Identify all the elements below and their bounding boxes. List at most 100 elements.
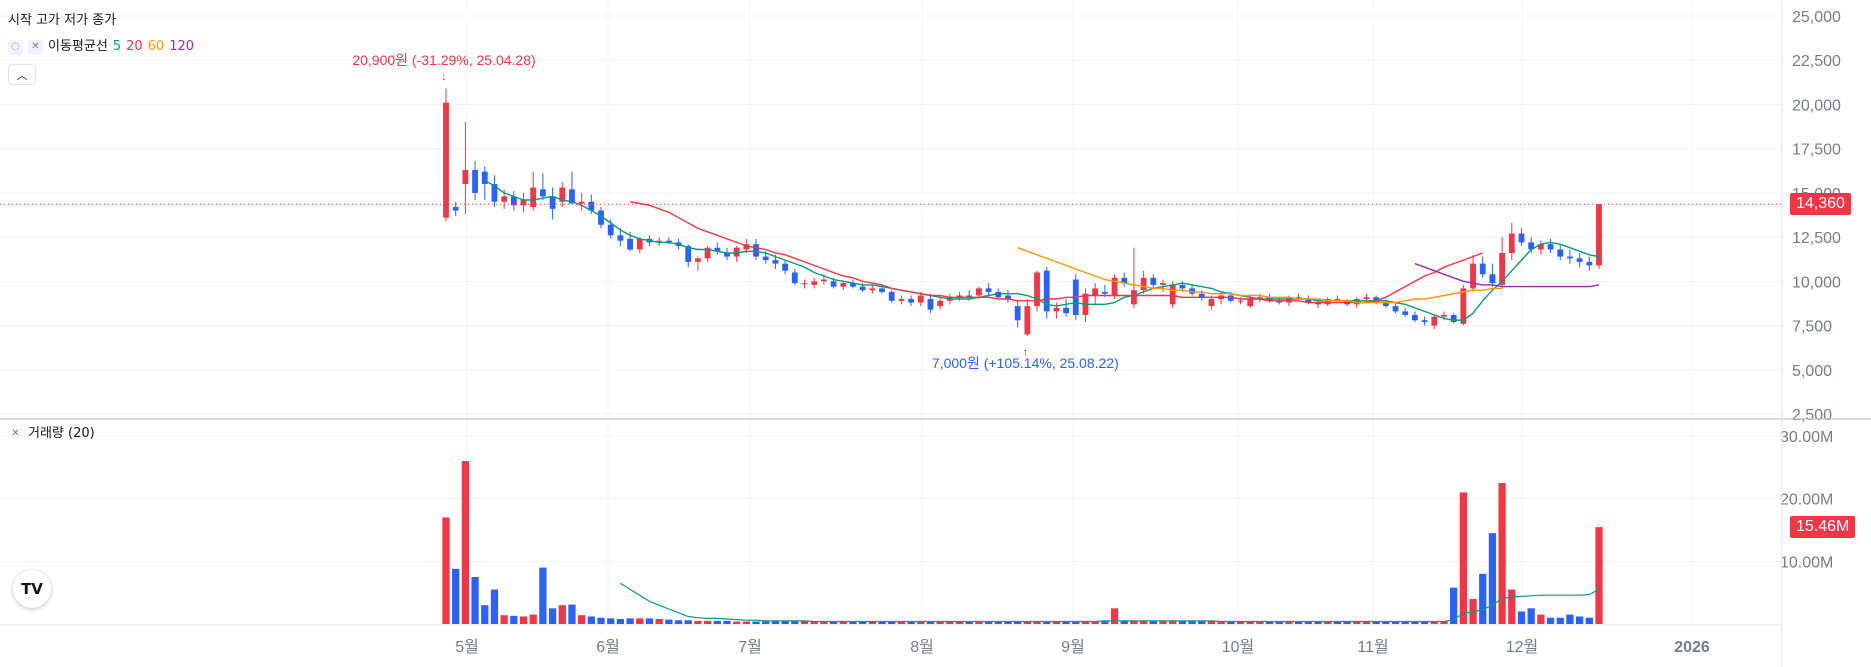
- volume-bar: [1333, 621, 1342, 624]
- candle-body: [1286, 297, 1292, 303]
- candle-body: [1363, 297, 1370, 300]
- volume-bar: [548, 608, 557, 624]
- price-tick-label: 22,500: [1792, 53, 1841, 70]
- time-tick-label: 8월: [910, 638, 934, 656]
- volume-bar: [888, 621, 896, 624]
- volume-bar: [965, 621, 973, 624]
- volume-bar: [1139, 621, 1148, 624]
- tradingview-logo[interactable]: TV: [13, 570, 51, 608]
- candle-body: [501, 196, 508, 202]
- close-icon[interactable]: ✕: [28, 39, 43, 55]
- candle-body: [801, 283, 808, 285]
- volume-bar: [1459, 492, 1467, 624]
- candle-body: [704, 247, 711, 259]
- candle-body: [1586, 261, 1593, 266]
- volume-bar: [762, 621, 770, 624]
- candle-body: [1470, 263, 1476, 289]
- time-tick-label: 7월: [738, 638, 762, 656]
- volume-bar: [829, 621, 838, 624]
- volume-bar: [1430, 621, 1438, 624]
- candle-body: [1334, 299, 1341, 301]
- candle-body: [1256, 297, 1263, 300]
- volume-bar: [1295, 621, 1303, 624]
- candle-body: [1131, 290, 1137, 305]
- volume-bar: [800, 621, 809, 624]
- price-tick-label: 7,500: [1792, 319, 1832, 336]
- volume-bar: [897, 621, 906, 624]
- candle-body: [859, 286, 866, 291]
- candle-body: [1441, 314, 1447, 317]
- volume-bar: [771, 621, 780, 624]
- volume-bar: [1275, 621, 1283, 624]
- candle-body: [1063, 307, 1070, 314]
- volume-bar: [878, 621, 886, 624]
- volume-bar: [461, 461, 470, 624]
- volume-bar: [1130, 621, 1138, 624]
- volume-bar: [1227, 621, 1235, 624]
- candle-body: [995, 291, 1002, 298]
- volume-bar: [975, 621, 983, 624]
- volume-bar: [626, 618, 634, 624]
- volume-bar: [926, 621, 935, 624]
- candle-body: [1198, 293, 1205, 298]
- moving-average-ma5: [484, 179, 1600, 321]
- volume-bar: [1169, 621, 1177, 624]
- volume-bar: [1595, 527, 1603, 624]
- candle-body: [782, 263, 789, 271]
- collapse-legend-button[interactable]: ︿: [8, 64, 36, 85]
- candle-body: [1576, 258, 1583, 262]
- volume-bar: [1217, 621, 1225, 624]
- candle-body: [1353, 299, 1360, 305]
- volume-bar: [1517, 611, 1526, 624]
- volume-tick-label: 30.00M: [1780, 429, 1833, 446]
- volume-bar: [490, 589, 499, 624]
- volume-bar: [1188, 621, 1196, 624]
- volume-bar: [1246, 621, 1254, 624]
- volume-bar: [1479, 573, 1487, 624]
- volume-bar: [510, 615, 518, 624]
- moving-average-ma60: [1017, 247, 1503, 304]
- eye-off-icon[interactable]: ◌: [8, 39, 23, 55]
- candle-body: [665, 240, 672, 243]
- volume-bar: [597, 617, 605, 624]
- candle-body: [1111, 277, 1118, 296]
- volume-bar: [1004, 621, 1012, 624]
- candle-body: [956, 295, 963, 298]
- candle-body: [820, 279, 827, 282]
- close-icon[interactable]: ✕: [11, 428, 20, 439]
- candle-body: [1014, 306, 1021, 321]
- candle-body: [1547, 244, 1554, 250]
- volume-bar: [1508, 589, 1516, 624]
- candle-body: [975, 288, 982, 296]
- volume-bar: [1304, 621, 1312, 624]
- candle-body: [1247, 299, 1254, 307]
- candle-body: [733, 247, 740, 257]
- volume-bar: [1149, 621, 1157, 624]
- volume-bar: [1537, 614, 1545, 624]
- volume-bar: [694, 620, 702, 624]
- candle-body: [1431, 316, 1438, 326]
- volume-bar: [742, 621, 750, 624]
- volume-bar: [655, 618, 663, 624]
- time-tick-label: 5월: [455, 638, 479, 656]
- volume-tick-label: 10.00M: [1780, 554, 1833, 571]
- candle-body: [1489, 274, 1496, 284]
- volume-bar: [1120, 621, 1128, 624]
- last-price-tag: 14,360: [1790, 193, 1851, 215]
- volume-bar: [839, 621, 847, 624]
- candle-body: [937, 300, 944, 307]
- volume-bar: [636, 618, 644, 624]
- volume-bar: [1469, 598, 1477, 624]
- candle-body: [1315, 302, 1321, 305]
- volume-bar: [1585, 617, 1593, 624]
- candle-body: [530, 187, 537, 208]
- price-tick-label: 5,000: [1792, 363, 1832, 380]
- volume-bar: [1411, 621, 1419, 624]
- low-price-annotation: 7,000원 (+105.14%, 25.08.22): [932, 355, 1119, 371]
- volume-bar: [994, 621, 1002, 624]
- candle-body: [888, 291, 895, 301]
- volume-bar: [1353, 621, 1361, 624]
- volume-bar: [1043, 621, 1051, 624]
- volume-bar: [442, 517, 450, 624]
